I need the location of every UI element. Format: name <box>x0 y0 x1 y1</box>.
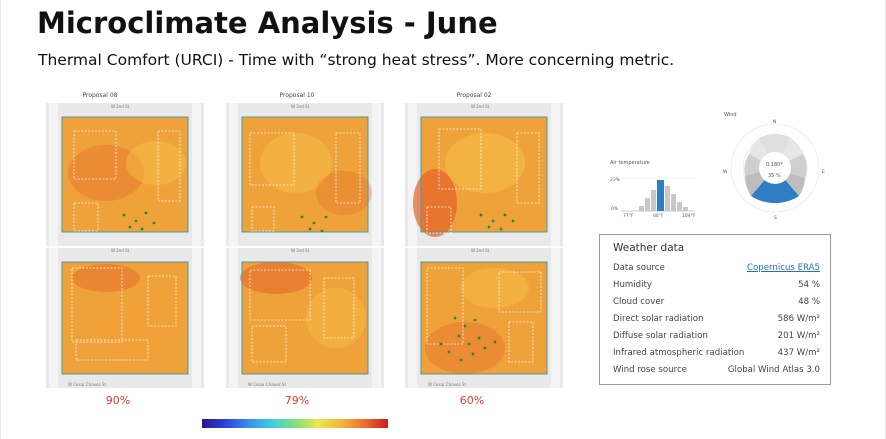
colorbar-tick-label: 59 <box>301 428 305 429</box>
wind-compass-s: S <box>774 216 777 221</box>
street-label-middle: W 2nd St <box>111 248 130 253</box>
heatmap-proposal-02-bottom <box>405 248 563 388</box>
street-label-middle-2: W 2nd St <box>291 248 310 253</box>
percentage-proposal-02: 60% <box>459 394 485 407</box>
slide-subtitle: Thermal Comfort (URCI) - Time with “stro… <box>38 51 675 69</box>
street-label-bottom-2: W Cesar Chavez St <box>248 382 287 387</box>
street-label-bottom: W Cesar Chavez St <box>68 382 107 387</box>
histogram-bar <box>683 207 688 211</box>
colorbar-tick-label: 41 <box>269 428 273 429</box>
colorbar-tick-label: 77 <box>333 428 337 429</box>
colorbar-tick-label: -7 <box>204 428 207 429</box>
colorbar-tick-label: 32 <box>252 428 256 429</box>
percentage-proposal-08: 90% <box>105 394 131 407</box>
air-temp-tick-bottom: 0% <box>611 207 619 212</box>
histogram-bar <box>645 198 650 211</box>
air-temp-xlabel-1: 77°F <box>623 214 634 219</box>
heatmap-proposal-10-bottom <box>226 248 384 388</box>
street-label-top-3: W 2nd St <box>471 104 490 109</box>
street-label-middle-3: W 2nd St <box>471 248 490 253</box>
wind-compass-n: N <box>773 120 777 125</box>
histogram-bar-selected <box>657 180 664 211</box>
weather-data-panel: Weather data Data source Copernicus ERA5… <box>599 234 831 385</box>
proposal-label-3: Proposal 02 <box>456 92 492 99</box>
heatmap-proposal-10-top <box>226 103 384 246</box>
color-scale-bar: -7 14 23 32 41 50 59 68 77 86 95 104 <box>202 419 388 428</box>
air-temperature-histogram <box>621 177 695 212</box>
proposal-label-2: Proposal 10 <box>279 92 315 99</box>
histogram-bar <box>665 186 670 211</box>
histogram-bar <box>651 190 656 211</box>
wind-center-top: 0.180* <box>766 162 783 168</box>
colorbar-tick-label: 104 <box>381 428 387 429</box>
heatmap-proposal-08-top <box>46 103 204 246</box>
heatmap-proposal-08-bottom <box>46 248 204 388</box>
wind-center-bottom: 35 % <box>768 173 781 179</box>
histogram-bar <box>677 202 682 211</box>
percentage-proposal-10: 79% <box>284 394 310 407</box>
colorbar-tick-label: 50 <box>285 428 289 429</box>
colorbar-tick-label: 23 <box>236 428 240 429</box>
air-temp-tick-top: 23% <box>610 178 621 183</box>
air-temp-xlabel-2: 88°F <box>653 214 664 219</box>
street-label-top-2: W 2nd St <box>291 104 310 109</box>
proposal-label-1: Proposal 08 <box>82 92 118 99</box>
air-temp-title: Air temperature <box>610 160 650 166</box>
street-label-top: W 2nd St <box>111 104 130 109</box>
slide-title: Microclimate Analysis - June <box>37 6 498 40</box>
street-label-bottom-3: W Cesar Chavez St <box>428 382 467 387</box>
weather-data-header: Weather data <box>613 242 685 254</box>
heatmap-proposal-02-top <box>405 103 563 246</box>
wind-rose <box>730 123 820 213</box>
colorbar-tick-label: 14 <box>220 428 224 429</box>
wind-compass-e: E <box>822 170 825 175</box>
wind-title: Wind <box>724 112 737 118</box>
data-source-link[interactable]: Copernicus ERA5 <box>747 263 820 273</box>
colorbar-tick-label: 68 <box>317 428 321 429</box>
colorbar-tick-label: 86 <box>349 428 353 429</box>
wind-compass-w: W <box>723 170 728 175</box>
histogram-bar <box>671 194 676 211</box>
air-temp-xlabel-3: 104°F <box>682 214 696 219</box>
colorbar-tick-label: 95 <box>366 428 370 429</box>
histogram-bar <box>639 206 644 211</box>
